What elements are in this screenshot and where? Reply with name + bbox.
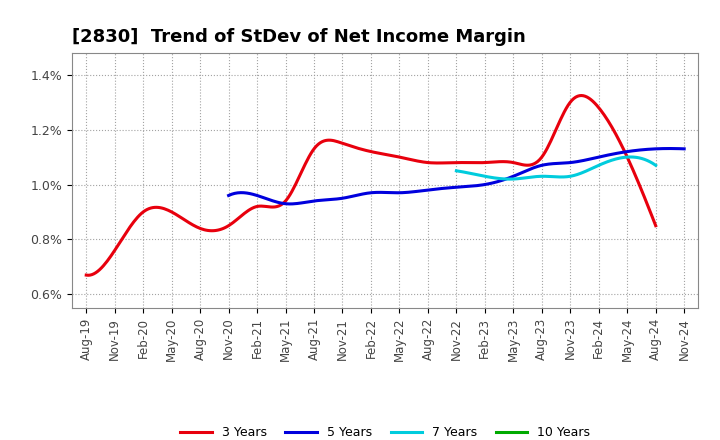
7 Years — [452, 168, 461, 173]
5 Years — [639, 147, 647, 152]
3 Years — [564, 103, 572, 108]
3 Years — [86, 272, 94, 278]
3 Years — [577, 93, 586, 98]
3 Years — [423, 160, 431, 165]
7 Years — [453, 168, 462, 173]
7 Years — [626, 154, 635, 160]
7 Years — [634, 155, 643, 160]
5 Years — [226, 192, 235, 198]
3 Years — [84, 273, 92, 278]
Text: [2830]  Trend of StDev of Net Income Margin: [2830] Trend of StDev of Net Income Marg… — [72, 28, 526, 46]
5 Years — [610, 151, 618, 157]
7 Years — [505, 176, 514, 182]
5 Years — [497, 178, 505, 183]
7 Years — [571, 172, 580, 178]
5 Years — [680, 146, 688, 151]
5 Years — [505, 176, 513, 181]
3 Years — [82, 272, 91, 278]
3 Years — [652, 223, 660, 228]
5 Years — [225, 193, 233, 198]
Line: 5 Years: 5 Years — [229, 149, 684, 204]
7 Years — [652, 163, 660, 168]
3 Years — [602, 115, 611, 121]
3 Years — [432, 160, 441, 165]
Line: 3 Years: 3 Years — [86, 95, 656, 275]
5 Years — [495, 178, 504, 183]
5 Years — [285, 201, 294, 206]
Line: 7 Years: 7 Years — [456, 157, 656, 179]
Legend: 3 Years, 5 Years, 7 Years, 10 Years: 3 Years, 5 Years, 7 Years, 10 Years — [176, 422, 595, 440]
3 Years — [421, 160, 430, 165]
7 Years — [572, 172, 580, 178]
5 Years — [666, 146, 675, 151]
7 Years — [575, 171, 583, 176]
7 Years — [621, 154, 629, 160]
